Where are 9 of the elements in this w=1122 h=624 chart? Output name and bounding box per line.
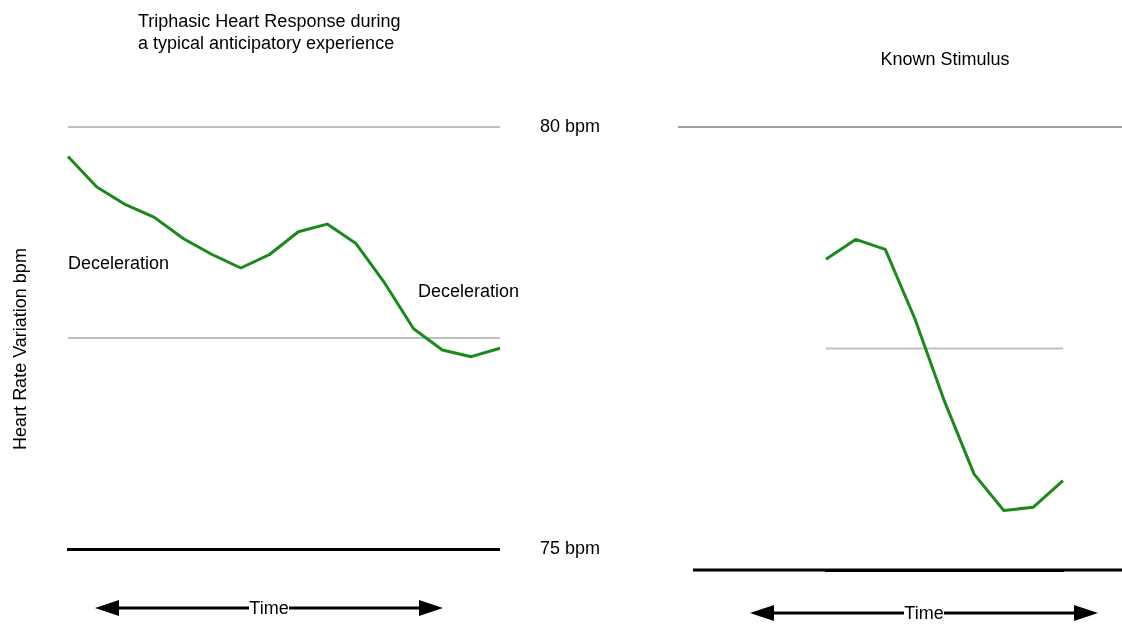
- y-tick-label: 80 bpm: [539, 115, 601, 136]
- x-axis-title: Time: [249, 598, 289, 618]
- y-axis-title: Heart Rate Variation bpm: [9, 247, 31, 452]
- chart-title: Triphasic Heart Response during a typical anticipatory experience: [138, 10, 402, 54]
- annotation: Deceleration: [417, 280, 519, 301]
- x-axis-title: Time: [904, 603, 944, 623]
- y-tick-label: 75 bpm: [539, 538, 601, 559]
- chart-title: Known Stimulus: [879, 48, 1011, 70]
- annotation: Deceleration: [68, 253, 170, 274]
